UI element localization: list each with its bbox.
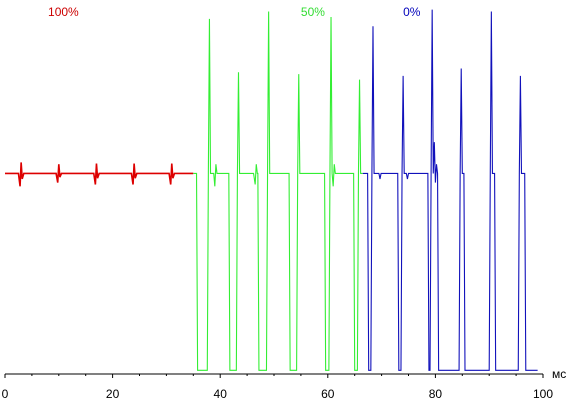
- x-tick-label-80: 80: [429, 387, 443, 400]
- x-tick-label-0: 0: [2, 387, 9, 400]
- series-layer: [5, 9, 538, 371]
- x-tick-label-60: 60: [321, 387, 335, 400]
- series-label-100%: 100%: [48, 5, 79, 19]
- x-tick-label-100: 100: [533, 387, 553, 400]
- x-axis-unit: мс: [552, 367, 566, 381]
- series-label-50%: 50%: [301, 5, 325, 19]
- x-ticks: 0 20 40 60 80 100: [2, 374, 553, 400]
- series-labels: 100% 50% 0%: [48, 5, 421, 19]
- x-tick-label-20: 20: [106, 387, 120, 400]
- series-line-50%: [193, 11, 363, 371]
- series-label-0%: 0%: [403, 5, 421, 19]
- series-line-100%: [5, 162, 194, 187]
- series-line-0%: [362, 9, 538, 371]
- x-tick-label-40: 40: [214, 387, 228, 400]
